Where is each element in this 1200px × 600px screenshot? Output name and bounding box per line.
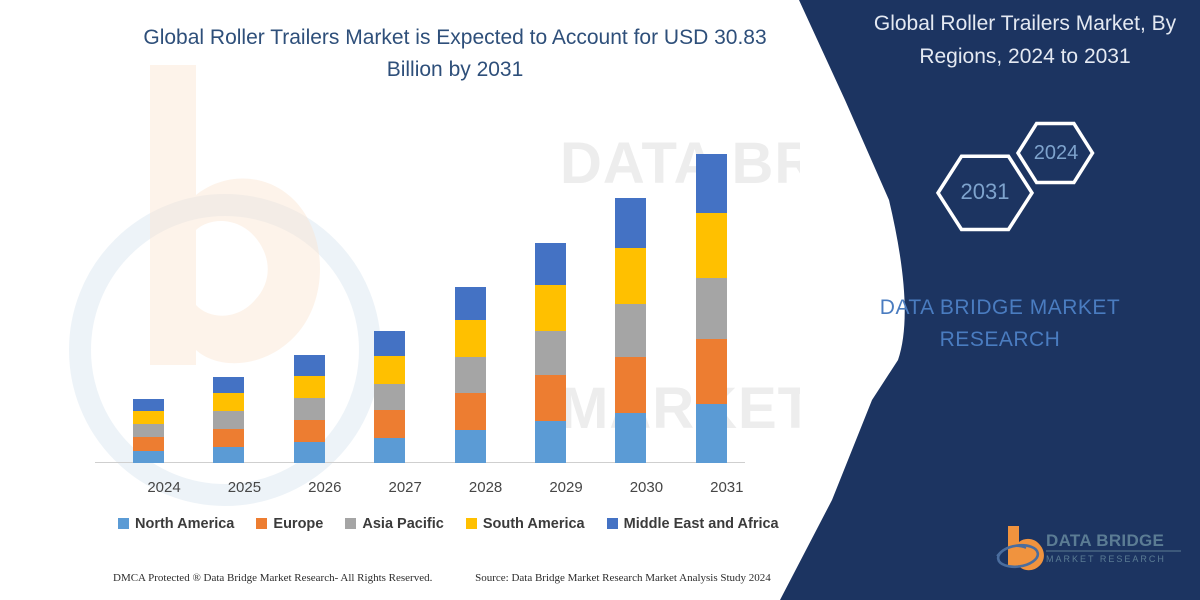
svg-text:2031: 2031 — [961, 179, 1010, 204]
svg-text:DATA BRIDGE: DATA BRIDGE — [1046, 531, 1164, 550]
svg-text:2024: 2024 — [1034, 142, 1079, 164]
svg-text:MARKET RESEARCH: MARKET RESEARCH — [1046, 554, 1166, 564]
